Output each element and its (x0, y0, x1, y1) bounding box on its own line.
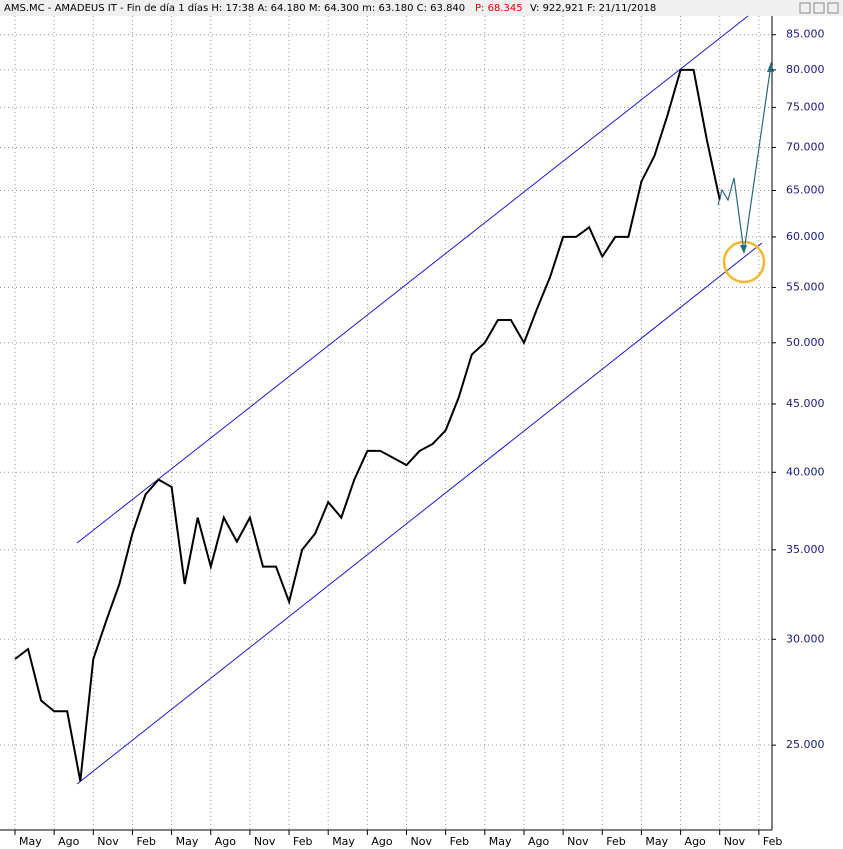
window-button[interactable] (799, 2, 811, 14)
x-tick-label: Nov (254, 835, 276, 848)
x-tick-label: Feb (606, 835, 625, 848)
x-tick-label: Ago (371, 835, 393, 848)
y-tick-label: 30.000 (786, 632, 825, 645)
y-tick-label: 40.000 (786, 465, 825, 478)
y-tick-label: 50.000 (786, 336, 825, 349)
y-tick-label: 25.000 (786, 738, 825, 751)
x-tick-label: May (19, 835, 42, 848)
x-tick-label: Feb (136, 835, 155, 848)
y-tick-label: 70.000 (786, 140, 825, 153)
x-tick-label: Nov (411, 835, 433, 848)
x-tick-label: Nov (97, 835, 119, 848)
y-tick-label: 85.000 (786, 28, 825, 41)
y-tick-label: 65.000 (786, 183, 825, 196)
x-tick-label: Nov (724, 835, 746, 848)
channel-upper (76, 15, 749, 544)
x-tick-label: Ago (58, 835, 80, 848)
window-button[interactable] (813, 2, 825, 14)
y-tick-label: 60.000 (786, 230, 825, 243)
forecast-arrow (717, 63, 772, 253)
x-tick-label: Ago (528, 835, 550, 848)
y-tick-label: 80.000 (786, 63, 825, 76)
x-tick-label: Nov (567, 835, 589, 848)
channel-lower (76, 242, 763, 785)
header-info: AMS.MC - AMADEUS IT - Fin de día 1 días … (4, 2, 465, 14)
x-tick-label: Ago (685, 835, 707, 848)
y-tick-label: 35.000 (786, 543, 825, 556)
x-tick-label: Feb (293, 835, 312, 848)
y-tick-label: 75.000 (786, 100, 825, 113)
arrow-head (740, 245, 747, 254)
x-tick-label: Ago (215, 835, 237, 848)
y-tick-label: 55.000 (786, 280, 825, 293)
header-volume: V: 922,921 F: 21/11/2018 (530, 3, 656, 14)
target-circle (722, 240, 766, 284)
x-tick-label: Feb (763, 835, 782, 848)
header-price: P: 68.345 (475, 3, 523, 14)
x-tick-label: May (489, 835, 512, 848)
y-tick-label: 45.000 (786, 397, 825, 410)
header-bar (0, 0, 843, 16)
close-button[interactable] (827, 2, 839, 14)
x-tick-label: May (645, 835, 668, 848)
x-tick-label: May (332, 835, 355, 848)
price-line (14, 68, 721, 782)
x-tick-label: May (176, 835, 199, 848)
x-tick-label: Feb (450, 835, 469, 848)
